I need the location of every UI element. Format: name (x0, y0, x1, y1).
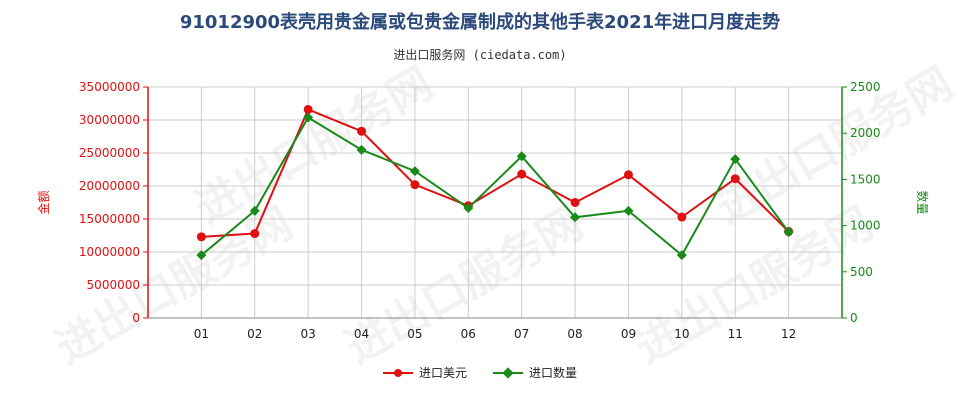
data-point-qty (303, 112, 314, 123)
data-point-qty (196, 250, 207, 261)
data-point-usd (410, 180, 420, 190)
right-tick-label: 2000 (850, 126, 881, 140)
left-tick-label: 30000000 (79, 113, 140, 127)
legend-label-qty: 进口数量 (529, 366, 578, 380)
chart-subtitle: 进出口服务网 (ciedata.com) (393, 48, 567, 62)
data-point-usd (357, 126, 367, 136)
legend-item-usd[interactable]: 进口美元 (382, 364, 467, 381)
x-tick-label: 05 (407, 327, 422, 341)
data-point-qty (249, 205, 260, 216)
left-tick-label: 20000000 (79, 179, 140, 193)
right-axis-label: 数量 (915, 190, 930, 214)
right-tick-label: 1000 (850, 219, 881, 233)
left-tick-label: 0 (132, 311, 140, 325)
x-tick-label: 01 (194, 327, 209, 341)
legend-item-qty[interactable]: 进口数量 (493, 364, 577, 381)
x-tick-label: 12 (781, 327, 796, 341)
x-tick-label: 10 (674, 327, 689, 341)
data-point-qty (463, 203, 474, 214)
left-axis-label: 金额 (36, 190, 51, 214)
data-point-usd (517, 169, 527, 179)
left-tick-label: 5000000 (87, 278, 140, 292)
chart-legend: 进口美元 进口数量 (0, 364, 960, 381)
data-point-usd (677, 212, 687, 222)
left-tick-label: 25000000 (79, 146, 140, 160)
data-point-usd (196, 232, 206, 242)
left-tick-label: 15000000 (79, 212, 140, 226)
data-point-qty (623, 205, 634, 216)
legend-label-usd: 进口美元 (418, 366, 467, 380)
series-line-usd (201, 108, 790, 238)
data-point-qty (730, 154, 741, 165)
right-tick-label: 0 (850, 311, 858, 325)
data-point-qty (516, 151, 527, 162)
chart-title: 91012900表壳用贵金属或包贵金属制成的其他手表2021年进口月度走势 (179, 12, 781, 33)
left-tick-label: 10000000 (79, 245, 140, 259)
data-point-usd (570, 198, 580, 207)
data-point-qty (356, 144, 367, 155)
x-tick-label: 11 (728, 327, 743, 341)
data-point-usd (303, 104, 313, 114)
data-point-usd (623, 170, 633, 180)
x-tick-label: 07 (514, 327, 529, 341)
left-tick-label: 35000000 (79, 80, 140, 94)
x-tick-label: 08 (567, 327, 582, 341)
right-tick-label: 2500 (850, 80, 881, 94)
series-line-qty (200, 116, 790, 257)
data-point-qty (570, 212, 581, 223)
data-point-qty (409, 166, 420, 177)
right-tick-label: 500 (850, 265, 873, 279)
legend-swatch-usd (382, 367, 413, 379)
x-tick-label: 02 (247, 327, 262, 341)
legend-swatch-qty (493, 367, 523, 379)
data-point-usd (250, 229, 260, 239)
x-tick-label: 09 (621, 327, 636, 341)
data-point-qty (676, 250, 687, 261)
x-tick-label: 03 (301, 327, 316, 341)
data-point-usd (730, 174, 740, 184)
data-point-qty (783, 227, 794, 238)
x-tick-label: 06 (461, 327, 476, 341)
right-tick-label: 1500 (850, 172, 881, 186)
x-tick-label: 04 (354, 327, 369, 341)
line-chart: 0 5000000 10000000 15000000 20000000 25000000… (36, 80, 930, 341)
